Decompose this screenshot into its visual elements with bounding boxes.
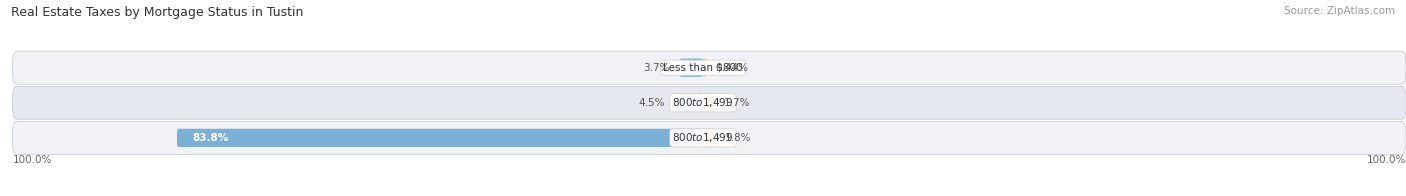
FancyBboxPatch shape xyxy=(13,121,1406,154)
Text: 4.5%: 4.5% xyxy=(638,98,665,108)
Text: Less than $800: Less than $800 xyxy=(664,63,742,73)
Text: 83.8%: 83.8% xyxy=(193,133,228,143)
FancyBboxPatch shape xyxy=(703,129,714,147)
Text: 0.44%: 0.44% xyxy=(716,63,749,73)
FancyBboxPatch shape xyxy=(13,86,1406,119)
Text: $800 to $1,499: $800 to $1,499 xyxy=(672,131,734,144)
Text: 100.0%: 100.0% xyxy=(1367,155,1406,165)
Text: Source: ZipAtlas.com: Source: ZipAtlas.com xyxy=(1284,6,1395,16)
Text: 100.0%: 100.0% xyxy=(13,155,52,165)
Text: 1.8%: 1.8% xyxy=(724,133,751,143)
Text: 1.7%: 1.7% xyxy=(724,98,751,108)
Text: 3.7%: 3.7% xyxy=(643,63,669,73)
Text: Real Estate Taxes by Mortgage Status in Tustin: Real Estate Taxes by Mortgage Status in … xyxy=(11,6,304,19)
Text: $800 to $1,499: $800 to $1,499 xyxy=(672,96,734,109)
FancyBboxPatch shape xyxy=(703,94,714,112)
FancyBboxPatch shape xyxy=(675,94,703,112)
FancyBboxPatch shape xyxy=(703,59,706,77)
FancyBboxPatch shape xyxy=(177,129,703,147)
FancyBboxPatch shape xyxy=(679,59,703,77)
FancyBboxPatch shape xyxy=(13,51,1406,84)
